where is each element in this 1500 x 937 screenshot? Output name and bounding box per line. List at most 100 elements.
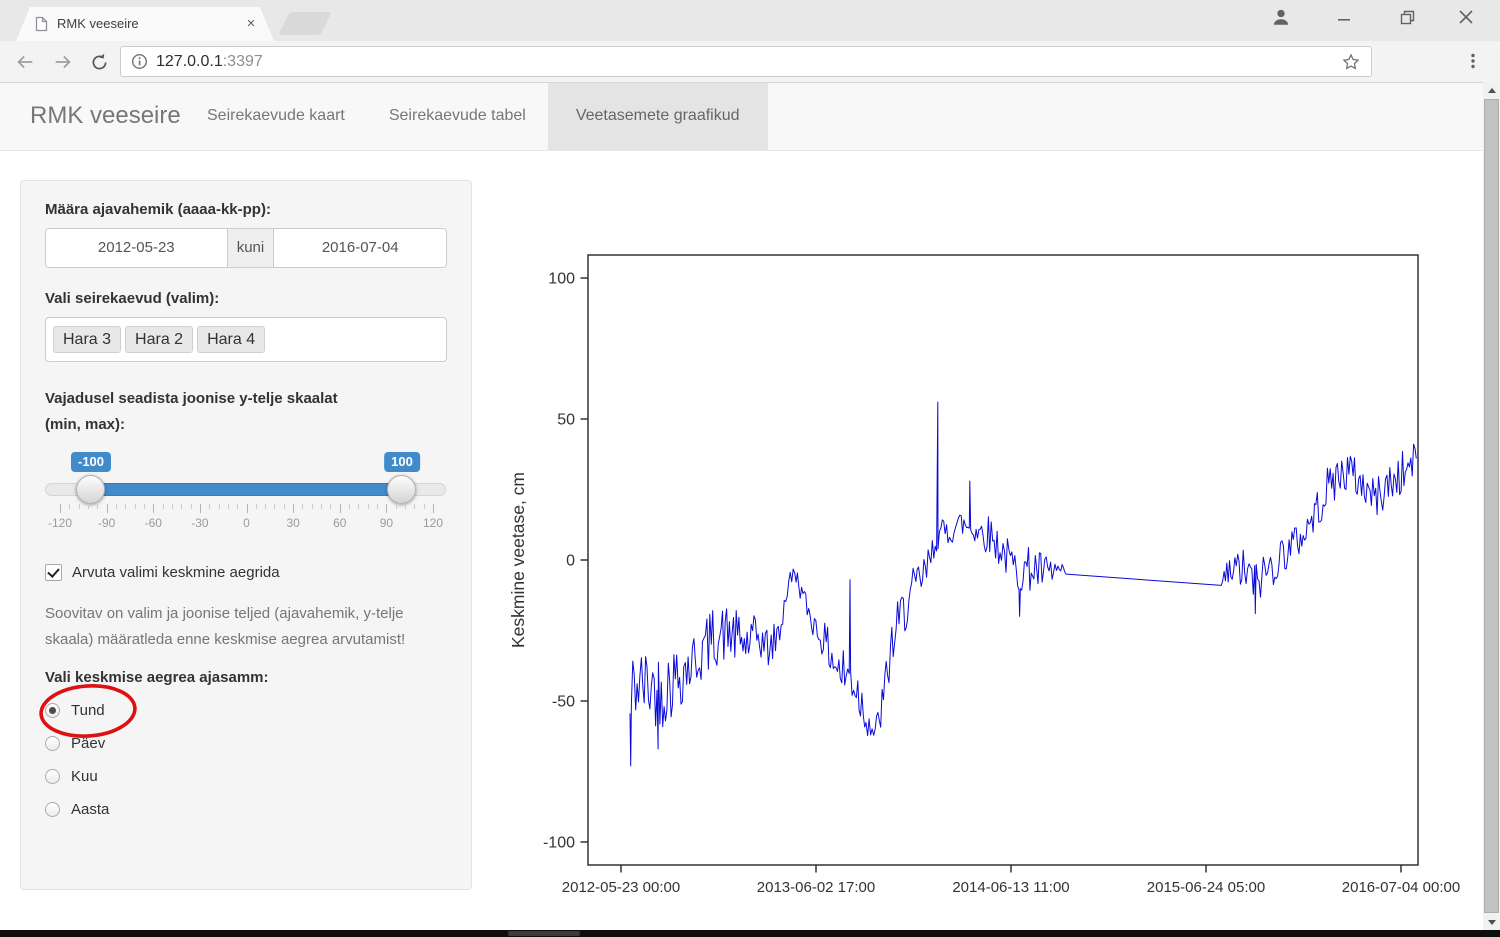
yaxis-slider-label: Vajadusel seadista joonise y-telje skaal… (45, 390, 338, 433)
browser-menu-button[interactable] (1456, 44, 1490, 78)
close-icon (1459, 10, 1473, 24)
date-separator: kuni (227, 228, 274, 268)
date-range-label: Määra ajavahemik (aaaa-kk-pp): (45, 201, 271, 218)
profile-button[interactable] (1259, 0, 1303, 34)
date-start-input[interactable]: 2012-05-23 (45, 228, 228, 268)
tab-title: RMK veeseire (57, 16, 139, 31)
y-axis-title: Keskmine veetase, cm (508, 472, 528, 648)
plot-border (587, 254, 1419, 866)
slider-minor-tick (69, 504, 71, 509)
taskbar-edge (0, 930, 1500, 937)
minimize-button[interactable] (1322, 0, 1366, 34)
slider-tick-label: -60 (144, 516, 162, 530)
date-end-input[interactable]: 2016-07-04 (273, 228, 447, 268)
slider-minor-tick (405, 504, 407, 509)
well-item[interactable]: Hara 3 (53, 326, 122, 353)
date-range-input: 2012-05-23 kuni 2016-07-04 (45, 228, 447, 268)
url-host: 127.0.0.1 (156, 52, 223, 70)
slider-minor-tick (265, 504, 267, 509)
y-tick-label: 100 (548, 271, 575, 288)
slider-minor-tick (274, 504, 276, 509)
wells-select-input[interactable]: Hara 3 Hara 2 Hara 4 (45, 317, 447, 362)
slider-minor-tick (171, 504, 173, 509)
slider-selected-bar[interactable] (91, 483, 402, 496)
slider-handle-from[interactable] (76, 475, 105, 504)
restore-button[interactable] (1385, 0, 1429, 34)
radio-option-päev[interactable]: Päev (45, 727, 447, 760)
slider-minor-tick (377, 504, 379, 509)
slider-tick-label: 0 (243, 516, 250, 530)
scroll-down-icon (1487, 919, 1496, 925)
reload-icon (92, 53, 106, 69)
timestep-radio-label: Vali keskmise aegrea ajasamm: (45, 669, 269, 686)
slider-minor-tick (321, 504, 323, 509)
radio-option-tund[interactable]: Tund (39, 684, 447, 738)
slider-handle-to[interactable] (387, 475, 416, 504)
slider-minor-tick (87, 504, 89, 509)
radio-label: Päev (71, 735, 106, 752)
mean-series-checkbox-label: Arvuta valimi keskmine aegrida (72, 564, 280, 581)
scrollbar-thumb[interactable] (1484, 99, 1499, 913)
slider-minor-tick (181, 504, 183, 509)
radio-option-kuu[interactable]: Kuu (45, 760, 447, 793)
slider-tick (106, 504, 108, 513)
slider-minor-tick (330, 504, 332, 509)
app-page: RMK veeseire Seirekaevude kaart Seirekae… (0, 83, 1483, 930)
slider-to-value: 100 (384, 452, 420, 472)
slider-tick-label: -90 (97, 516, 116, 530)
url-bar[interactable]: 127.0.0.1:3397 (120, 46, 1372, 77)
scroll-up-button[interactable] (1483, 82, 1500, 98)
forward-button[interactable] (46, 45, 80, 79)
slider-from-value: -100 (70, 452, 112, 472)
well-item[interactable]: Hara 2 (125, 326, 194, 353)
y-tick-label: 50 (557, 412, 575, 429)
slider-tick (60, 504, 61, 513)
browser-tab[interactable]: RMK veeseire × (16, 7, 274, 41)
radio-button[interactable] (45, 802, 60, 817)
url-port: :3397 (222, 52, 263, 70)
slider-minor-tick (227, 504, 229, 509)
radio-button[interactable] (45, 769, 60, 784)
radio-button[interactable] (45, 703, 60, 718)
forward-arrow-icon (55, 55, 71, 69)
new-tab-button[interactable] (278, 12, 332, 35)
tab-seirekaevude-kaart[interactable]: Seirekaevude kaart (207, 107, 345, 124)
app-navbar: RMK veeseire Seirekaevude kaart Seirekae… (0, 83, 1483, 151)
slider-tick (433, 504, 434, 513)
well-item[interactable]: Hara 4 (197, 326, 266, 353)
page-favicon-icon (35, 16, 48, 32)
slider-minor-tick (218, 504, 220, 509)
y-tick-label: -100 (543, 835, 575, 852)
taskbar-segment (508, 931, 580, 936)
wells-select-label: Vali seirekaevud (valim): (45, 290, 220, 307)
slider-minor-tick (395, 504, 397, 509)
slider-tick-label: -30 (191, 516, 209, 530)
slider-minor-tick (115, 504, 117, 509)
slider-tick-label: 30 (286, 516, 300, 530)
vertical-scrollbar[interactable] (1483, 82, 1500, 930)
timestep-radio-group: Tund Päev Kuu Aasta (39, 684, 447, 826)
scroll-down-button[interactable] (1483, 914, 1500, 930)
reload-button[interactable] (82, 45, 116, 79)
help-note: Soovitav on valim ja joonise teljed (aja… (45, 605, 406, 648)
mean-series-checkbox[interactable] (45, 564, 62, 581)
mean-series-checkbox-row[interactable]: Arvuta valimi keskmine aegrida (45, 564, 447, 581)
three-dot-menu-icon (1471, 53, 1475, 69)
radio-label: Aasta (71, 801, 110, 818)
tab-close-icon[interactable]: × (246, 15, 256, 32)
tab-seirekaevude-tabel[interactable]: Seirekaevude tabel (388, 107, 526, 124)
back-button[interactable] (8, 45, 42, 79)
tab-veetasemete-graafikud[interactable]: Veetasemete graafikud (547, 83, 768, 150)
slider-tick-label: 60 (333, 516, 347, 530)
slider-minor-tick (237, 504, 239, 509)
radio-button[interactable] (45, 736, 60, 751)
back-arrow-icon (17, 55, 33, 69)
slider-minor-tick (97, 504, 99, 509)
browser-titlebar: RMK veeseire × (0, 0, 1500, 41)
close-window-button[interactable] (1444, 0, 1488, 34)
slider-minor-tick (209, 504, 211, 509)
yaxis-range-slider: -100 100 -120 -90 -60 -30 0 30 60 90 120 (45, 452, 447, 538)
slider-minor-tick (358, 504, 360, 509)
radio-option-aasta[interactable]: Aasta (45, 793, 447, 826)
bookmark-star-icon[interactable] (1341, 52, 1361, 72)
